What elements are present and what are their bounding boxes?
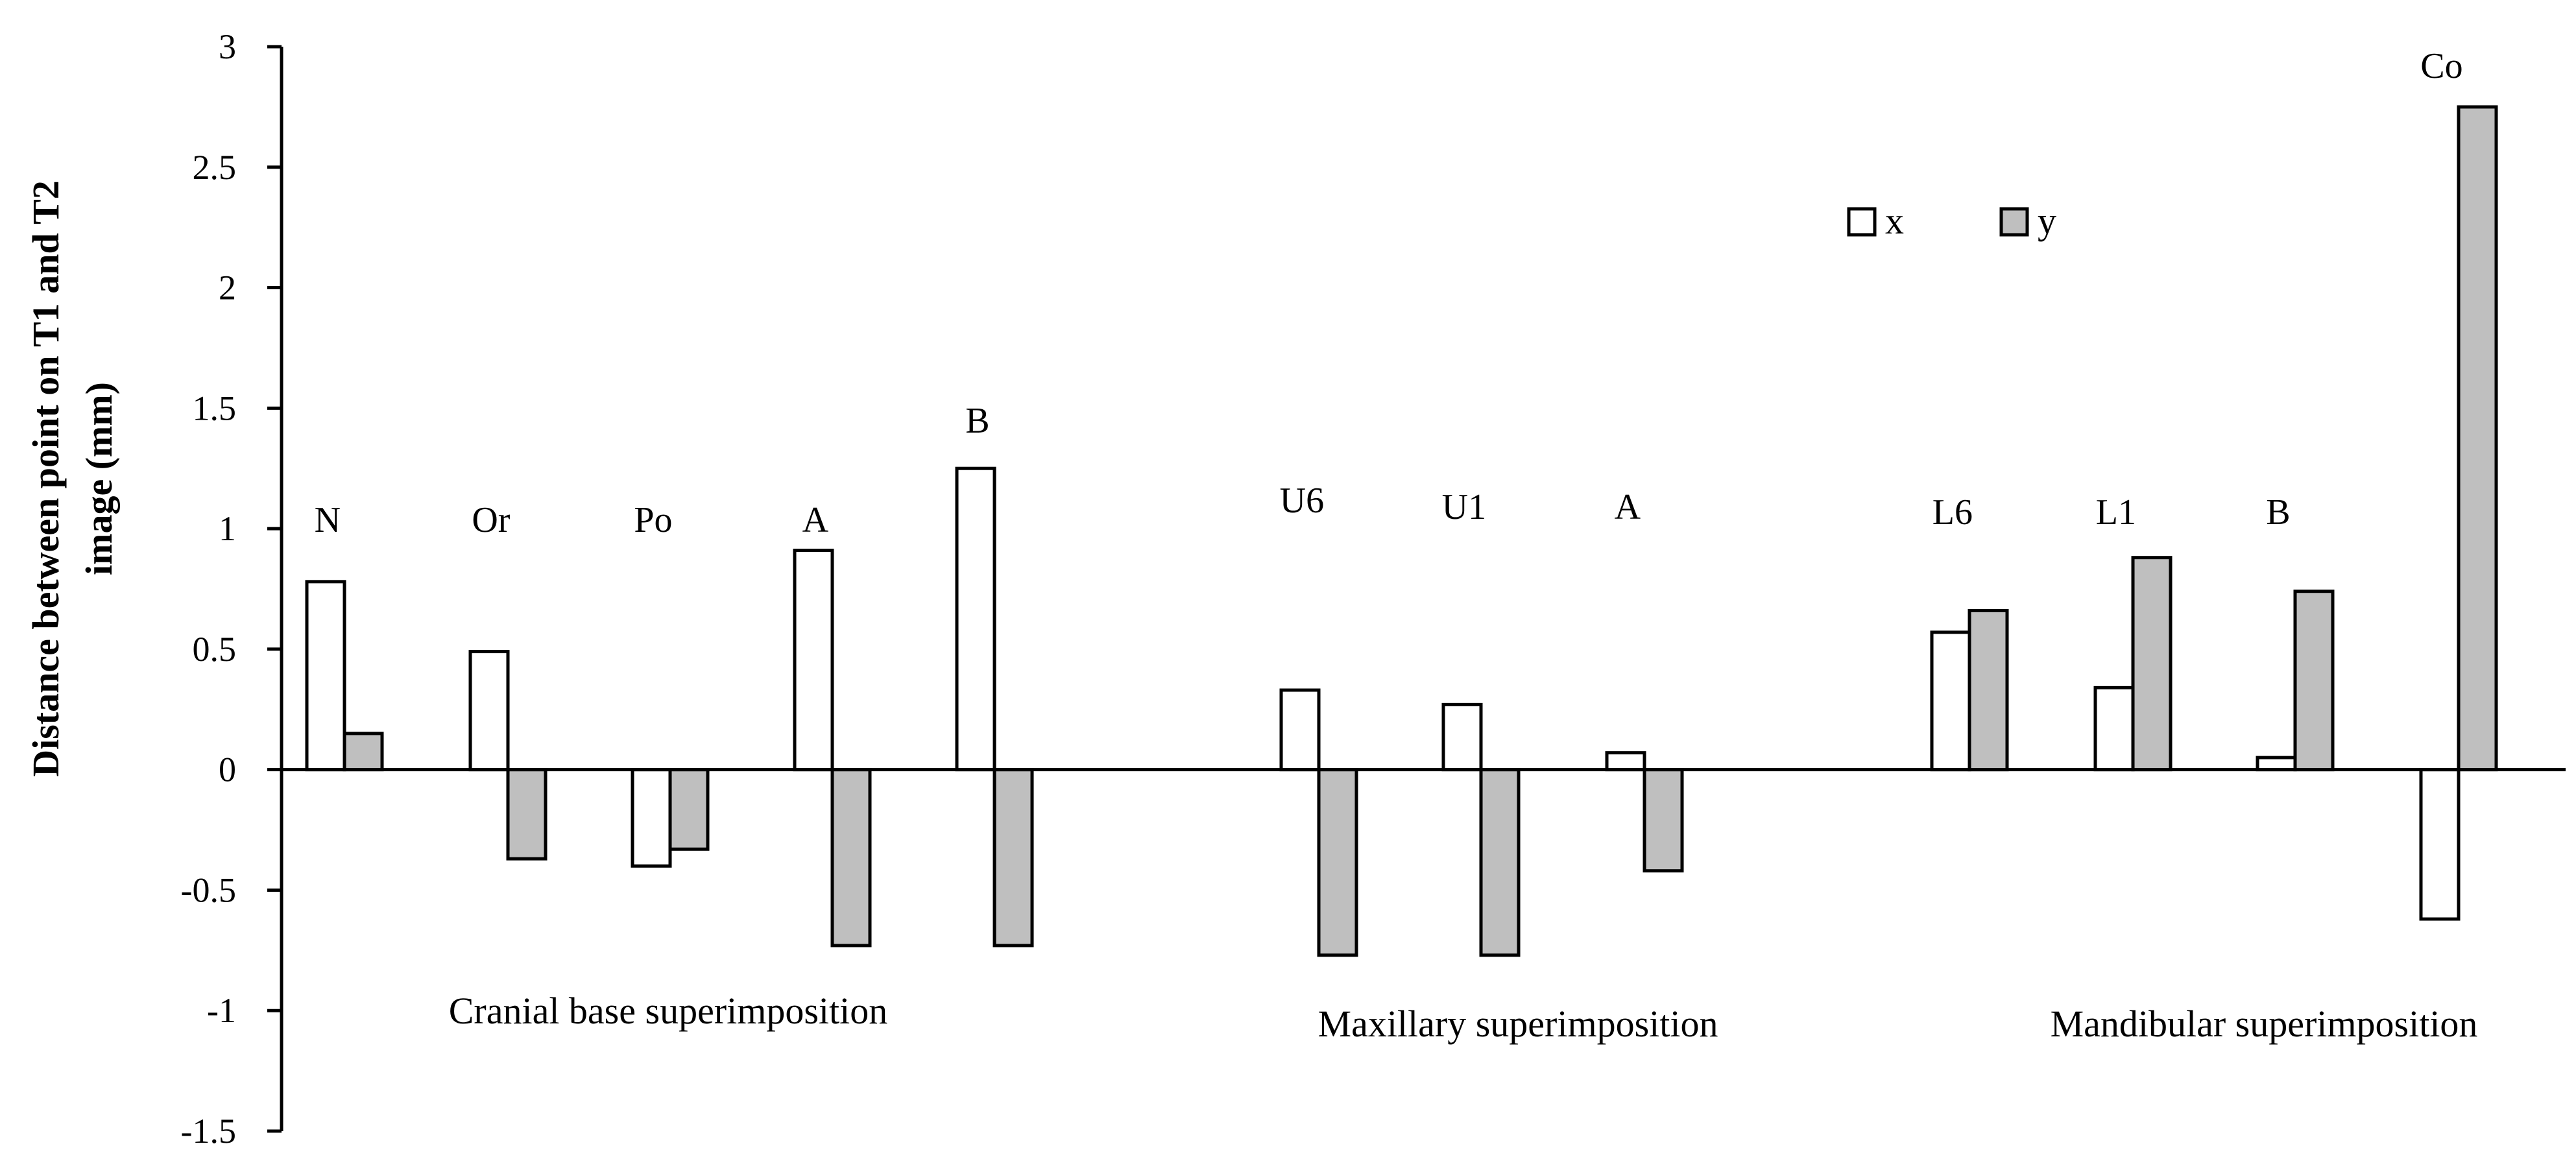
point-label: B: [2266, 492, 2290, 532]
bar-x: [1279, 688, 1321, 772]
point-label: U6: [1280, 481, 1324, 521]
y-tick-label: -0.5: [181, 870, 236, 909]
point-label: L6: [1932, 492, 1973, 532]
bar-x: [2093, 686, 2135, 772]
y-tick-label: -1: [207, 991, 236, 1030]
group-labels: Cranial base superimposition Maxillary su…: [449, 990, 2478, 1045]
point-label: A: [1615, 487, 1641, 527]
legend-swatch-x: [1847, 207, 1877, 237]
bars: [305, 105, 2498, 957]
y-tick-label: 3: [219, 27, 236, 66]
y-axis-label-line: Distance between point on T1 and T2: [25, 180, 67, 777]
point-labels: N Or Po A B U6 U1 A L6 L1 B Co: [315, 46, 2463, 540]
point-label: U1: [1442, 487, 1486, 527]
bar-x: [468, 650, 510, 772]
bar-y: [1968, 608, 2009, 772]
bar-y: [2457, 105, 2498, 772]
bar-y: [2131, 556, 2173, 772]
group-label: Mandibular superimposition: [2051, 1003, 2478, 1045]
bar-y: [2293, 590, 2335, 772]
point-label: A: [802, 500, 829, 540]
group-label: Cranial base superimposition: [449, 990, 888, 1032]
bar-x: [1930, 630, 1971, 772]
bar-x: [631, 768, 672, 868]
bar-x: [2419, 768, 2461, 921]
point-label: Or: [472, 500, 510, 540]
bar-x: [1605, 751, 1646, 772]
y-tick-label: 1: [219, 509, 236, 548]
y-axis-label-line: image (mm): [78, 382, 120, 575]
legend-swatch-y: [1999, 207, 2029, 237]
point-label: L1: [2096, 492, 2136, 532]
bar-y: [1479, 768, 1521, 957]
bar-y: [830, 768, 872, 948]
y-tick-label: 2: [219, 269, 236, 307]
legend-label-y: y: [2038, 200, 2056, 242]
bar-y: [506, 768, 548, 861]
y-axis-label: Distance between point on T1 and T2 image…: [25, 180, 120, 777]
y-tick-label: 2.5: [193, 148, 237, 187]
bar-x: [793, 549, 834, 772]
point-label: N: [315, 500, 341, 540]
group-label: Maxillary superimposition: [1318, 1003, 1718, 1045]
y-axis: 3 2.5 2 1.5 1 0.5 0 -0.5 -1 -1.5: [181, 27, 283, 1151]
y-tick-label: 0.5: [193, 630, 237, 669]
point-label: Po: [634, 500, 672, 540]
bar-y: [343, 732, 384, 772]
bar-x: [2256, 756, 2297, 772]
bar-y: [1317, 768, 1358, 957]
legend-label-x: x: [1885, 200, 1904, 242]
bar-y: [1643, 768, 1684, 873]
point-label: B: [965, 401, 989, 441]
bar-x: [1441, 702, 1483, 772]
bar-y: [668, 768, 710, 851]
y-tick-label: 0: [219, 750, 236, 789]
bar-x: [305, 580, 346, 772]
bar-x: [955, 466, 996, 772]
y-tick-label: 1.5: [193, 388, 237, 427]
y-tick-label: -1.5: [181, 1112, 236, 1151]
bar-y: [993, 768, 1034, 948]
point-label: Co: [2420, 46, 2462, 86]
